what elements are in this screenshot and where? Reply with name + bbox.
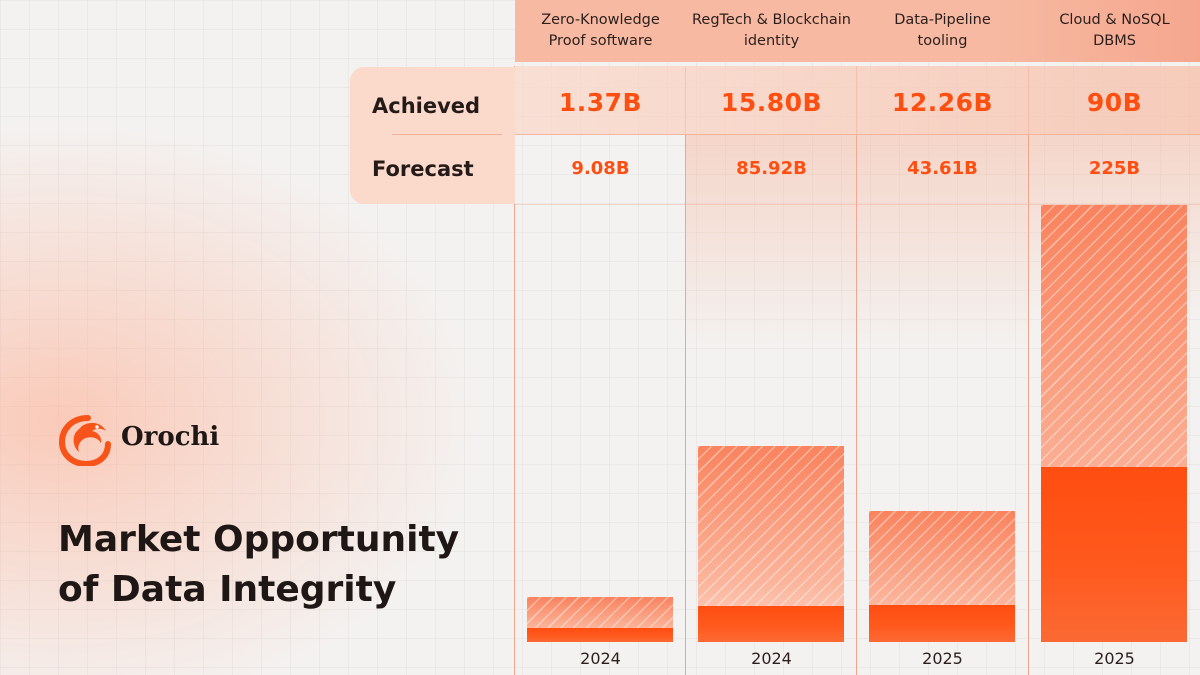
- column-glow: [686, 134, 857, 354]
- year-label: 2025: [1094, 649, 1135, 668]
- column-divider: [1028, 66, 1029, 675]
- year-label: 2025: [922, 649, 963, 668]
- category-header-zkp: Zero-Knowledge Proof software: [541, 12, 660, 49]
- page-title: Market Opportunity of Data Integrity: [58, 519, 460, 610]
- achieved-bar: [868, 605, 1015, 642]
- brand-name: Orochi: [121, 422, 220, 452]
- achieved-row-label: Achieved: [372, 94, 481, 118]
- label-divider: [392, 134, 502, 135]
- achieved-value: 90B: [1086, 88, 1143, 117]
- forecast-row-label: Forecast: [372, 157, 474, 181]
- year-label: 2024: [580, 649, 621, 668]
- forecast-value: 225B: [1088, 158, 1141, 179]
- forecast-value: 9.08B: [571, 158, 630, 179]
- achieved-row-band: [515, 66, 1200, 134]
- row-separator: [515, 204, 1200, 205]
- dragon-ring-logo-icon: [58, 414, 114, 468]
- achieved-value: 1.37B: [558, 88, 643, 117]
- row-label-panel: [350, 67, 515, 204]
- achieved-value: 12.26B: [891, 88, 994, 117]
- category-header-band: [515, 0, 1200, 62]
- category-header-regtech: RegTech & Blockchain identity: [691, 12, 852, 49]
- achieved-bar: [1040, 467, 1187, 642]
- category-header-cloud: Cloud & NoSQL DBMS: [1059, 12, 1170, 49]
- category-header-pipeline: Data-Pipeline tooling: [894, 12, 991, 49]
- column-divider: [856, 66, 857, 675]
- year-label: 2024: [751, 649, 792, 668]
- achieved-bar: [526, 628, 673, 642]
- forecast-value: 85.92B: [736, 158, 807, 179]
- forecast-value: 43.61B: [907, 158, 978, 179]
- row-separator: [515, 134, 1200, 135]
- achieved-value: 15.80B: [720, 88, 823, 117]
- column-divider: [685, 66, 686, 675]
- achieved-bar: [697, 605, 844, 642]
- column-glow: [857, 134, 1028, 354]
- column-divider: [514, 66, 515, 675]
